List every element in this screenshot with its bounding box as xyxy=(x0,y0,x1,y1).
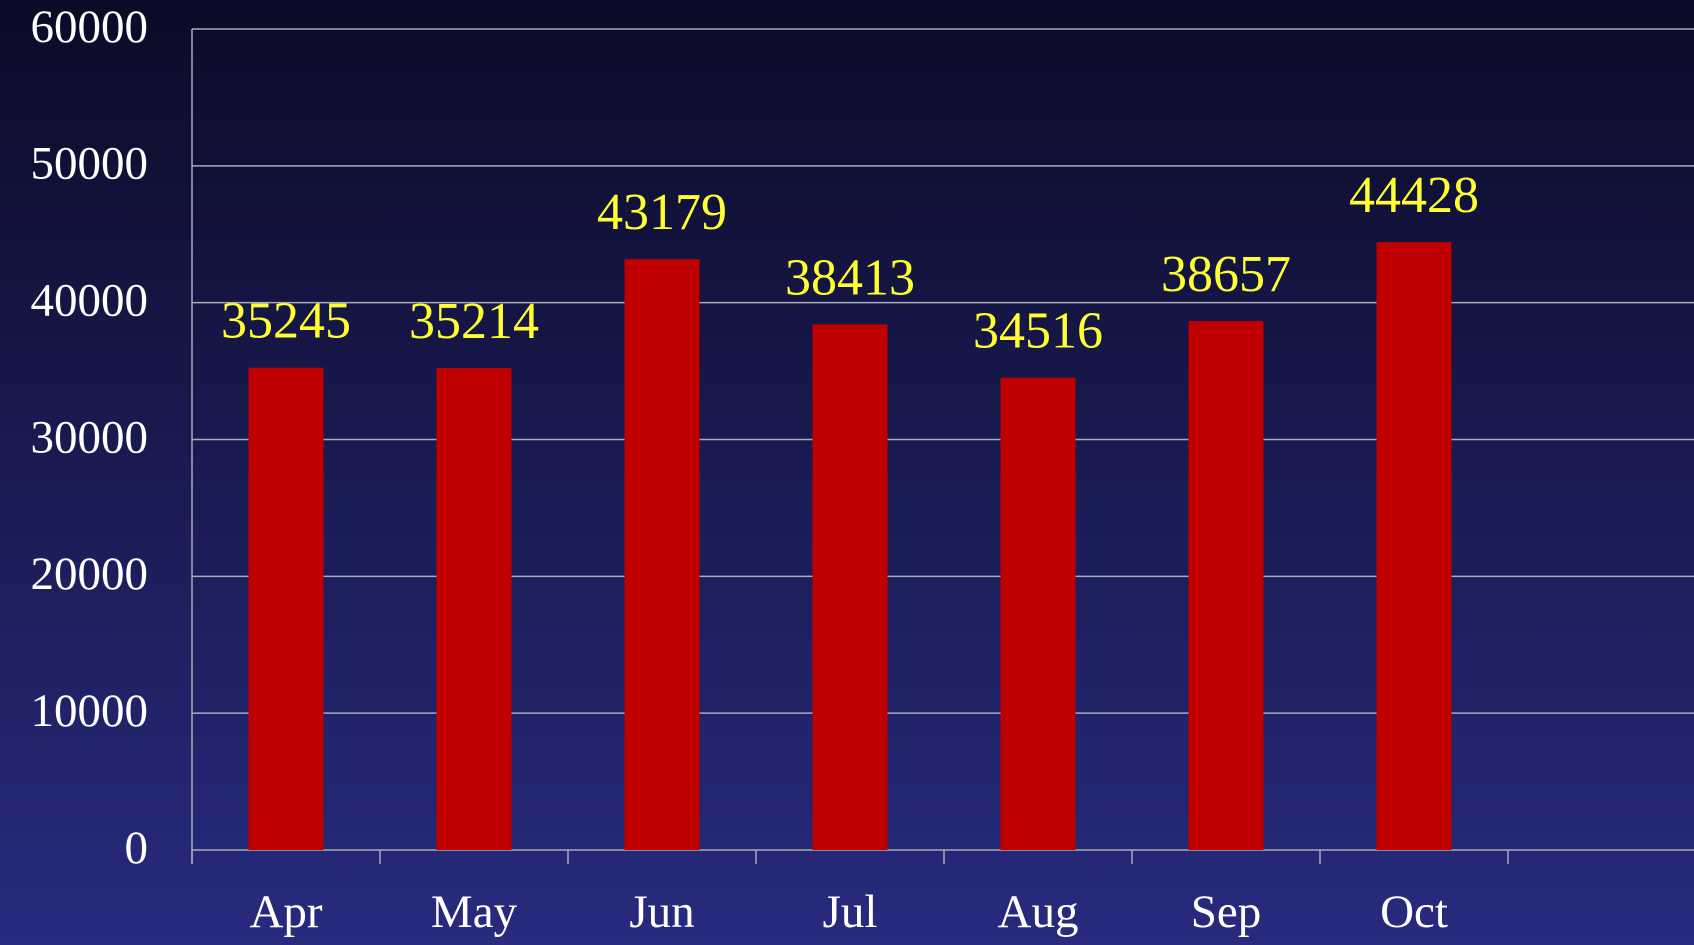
y-tick-label: 0 xyxy=(125,822,149,874)
bar xyxy=(812,324,888,851)
x-tick-label: Jul xyxy=(823,886,878,938)
data-label: 44428 xyxy=(1349,167,1479,224)
data-label: 35245 xyxy=(221,293,351,350)
data-label: 38413 xyxy=(785,249,915,306)
data-label: 38657 xyxy=(1161,246,1291,303)
data-label: 34516 xyxy=(973,303,1103,360)
x-tick-label: Sep xyxy=(1191,886,1262,938)
y-tick-label: 30000 xyxy=(31,411,149,463)
bar xyxy=(248,367,324,850)
y-tick-label: 10000 xyxy=(31,685,149,737)
bar xyxy=(1000,377,1076,850)
y-tick-label: 40000 xyxy=(31,274,149,326)
y-tick-label: 50000 xyxy=(31,138,149,190)
x-tick-label: Aug xyxy=(998,886,1079,938)
y-tick-label: 20000 xyxy=(31,548,149,600)
x-tick-label: Oct xyxy=(1380,886,1448,938)
y-tick-label: 60000 xyxy=(31,1,149,53)
x-tick-label: Jun xyxy=(629,886,694,938)
bar xyxy=(1376,242,1452,850)
data-label: 43179 xyxy=(597,184,727,241)
x-tick-label: Apr xyxy=(249,886,322,938)
bar xyxy=(624,259,700,850)
bar xyxy=(1188,321,1264,850)
bar xyxy=(436,368,512,850)
data-label: 35214 xyxy=(409,293,539,350)
x-tick-label: May xyxy=(431,886,518,938)
